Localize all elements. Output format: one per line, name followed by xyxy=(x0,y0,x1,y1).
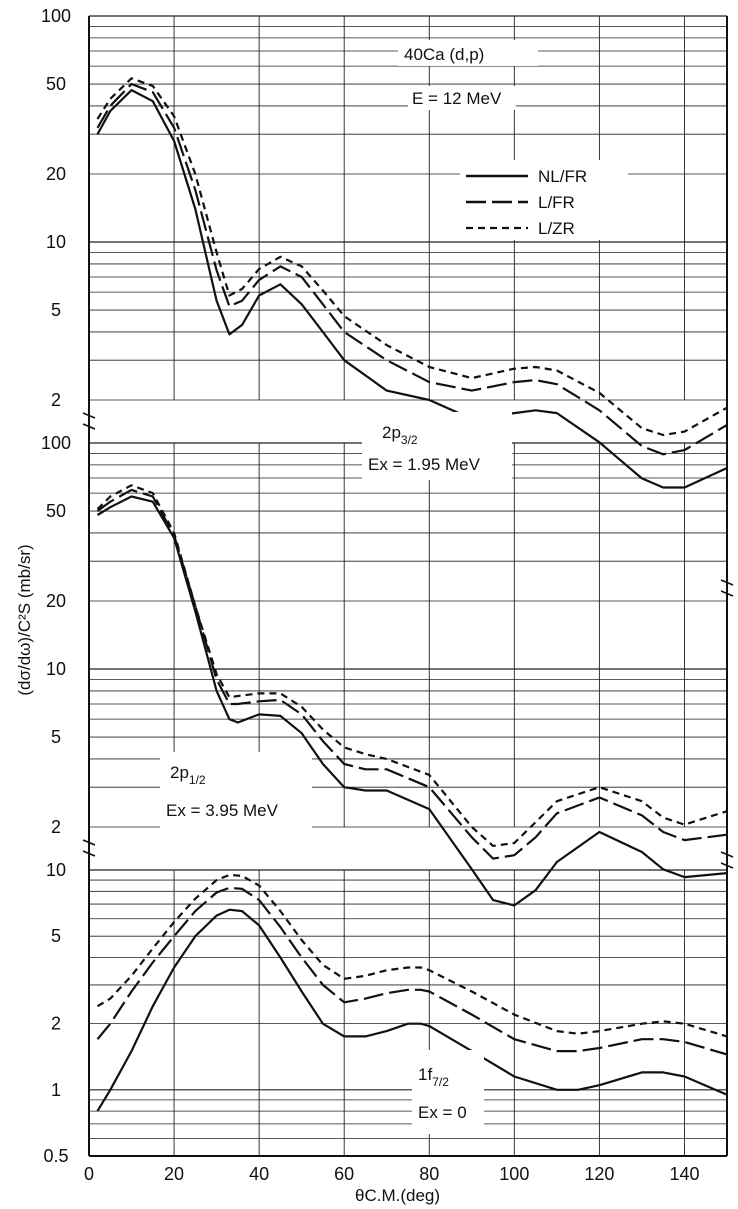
series-line-nl-fr-2p3-2 xyxy=(96,89,728,489)
y-tick-label: 2 xyxy=(51,390,61,410)
y-tick-label: 10 xyxy=(46,232,66,252)
curves-layer xyxy=(96,77,728,1112)
y-tick-label: 50 xyxy=(46,501,66,521)
y-tick-label: 100 xyxy=(41,433,71,453)
series-line-nl-fr-2p1-2 xyxy=(96,495,728,907)
x-tick-label: 60 xyxy=(334,1164,354,1184)
panel-label-1f7-2-ex: Ex = 0 xyxy=(418,1103,467,1122)
x-tick-label: 100 xyxy=(499,1164,529,1184)
panel-label-2p1-2-orbital: 2p xyxy=(170,763,189,782)
series-line-l-zr-1f7-2 xyxy=(96,873,728,1038)
panel-label-1f7-2-j: 7/2 xyxy=(432,1075,449,1089)
series-line-l-fr-1f7-2 xyxy=(96,886,728,1056)
panel-label-1f7-2-backdrop xyxy=(412,1050,484,1134)
series-line-l-zr-2p3-2 xyxy=(96,77,728,437)
y-tick-label: 50 xyxy=(46,74,66,94)
subtitle-backdrop xyxy=(408,86,516,110)
panel-label-2p3-2-backdrop xyxy=(362,412,512,480)
y-tick-label: 20 xyxy=(46,164,66,184)
y-tick-label: 5 xyxy=(51,727,61,747)
x-tick-label: 80 xyxy=(419,1164,439,1184)
title-backdrop xyxy=(398,40,538,66)
chart-title: 40Ca (d,p) xyxy=(404,45,484,64)
axis-break-mark xyxy=(720,851,734,869)
panel-label-2p3-2-main: 2p3/2 xyxy=(382,423,418,447)
panel-label-2p1-2-main: 2p1/2 xyxy=(170,763,206,787)
ticks-layer: 100 50 20 10 5 2 100 50 20 10 5 2 10 5 2 1 0.5 0 20 40 60 80 1… xyxy=(41,6,700,1184)
y-tick-label: 1 xyxy=(51,1080,61,1100)
y-tick-label: 100 xyxy=(41,6,71,26)
panel-label-2p3-2-ex: Ex = 1.95 MeV xyxy=(368,455,481,474)
axis-break-mark xyxy=(82,839,96,857)
y-tick-label: 10 xyxy=(46,659,66,679)
axis-break-mark xyxy=(720,579,734,597)
y-tick-label: 0.5 xyxy=(43,1146,68,1166)
panel-label-2p1-2-j: 1/2 xyxy=(189,773,206,787)
panel-label-1f7-2-main: 1f7/2 xyxy=(418,1065,449,1089)
panel-label-2p3-2-j: 3/2 xyxy=(401,433,418,447)
series-line-l-fr-2p3-2 xyxy=(96,82,728,456)
x-tick-label: 20 xyxy=(164,1164,184,1184)
x-axis-title: θC.M.(deg) xyxy=(355,1186,440,1205)
frame-layer xyxy=(82,16,734,1157)
grid-layer xyxy=(88,15,727,1157)
panel-label-2p3-2: 2p3/2 Ex = 1.95 MeV xyxy=(362,412,512,480)
legend-label-nl-fr: NL/FR xyxy=(538,167,587,186)
panel-label-1f7-2: 1f7/2 Ex = 0 xyxy=(412,1050,484,1134)
series-line-l-zr-2p1-2 xyxy=(96,484,728,847)
y-tick-label: 5 xyxy=(51,300,61,320)
y-axis-title: (dσ/dω)/C²S (mb/sr) xyxy=(15,544,34,695)
x-tick-label: 40 xyxy=(249,1164,269,1184)
legend-label-l-zr: L/ZR xyxy=(538,219,575,238)
y-tick-label: 20 xyxy=(46,591,66,611)
x-tick-label: 120 xyxy=(584,1164,614,1184)
panel-label-2p1-2-backdrop xyxy=(160,752,312,830)
panel-label-1f7-2-orbital: 1f xyxy=(418,1065,432,1084)
panel-label-2p3-2-orbital: 2p xyxy=(382,423,401,442)
y-tick-label: 2 xyxy=(51,1014,61,1034)
series-line-nl-fr-1f7-2 xyxy=(96,908,728,1112)
panel-label-2p1-2-ex: Ex = 3.95 MeV xyxy=(166,801,279,820)
panel-label-2p1-2: 2p1/2 Ex = 3.95 MeV xyxy=(160,752,312,830)
y-tick-label: 5 xyxy=(51,926,61,946)
y-tick-label: 10 xyxy=(46,860,66,880)
x-tick-label: 140 xyxy=(669,1164,699,1184)
y-tick-label: 2 xyxy=(51,817,61,837)
axis-break-mark xyxy=(82,412,96,430)
legend: NL/FR L/FR L/ZR xyxy=(460,160,628,240)
chart-subtitle: E = 12 MeV xyxy=(412,89,502,108)
x-tick-label: 0 xyxy=(84,1164,94,1184)
legend-label-l-fr: L/FR xyxy=(538,193,575,212)
legend-backdrop xyxy=(460,160,628,240)
labels-layer: 40Ca (d,p) E = 12 MeV θC.M.(deg) (dσ/dω)… xyxy=(15,40,628,1205)
